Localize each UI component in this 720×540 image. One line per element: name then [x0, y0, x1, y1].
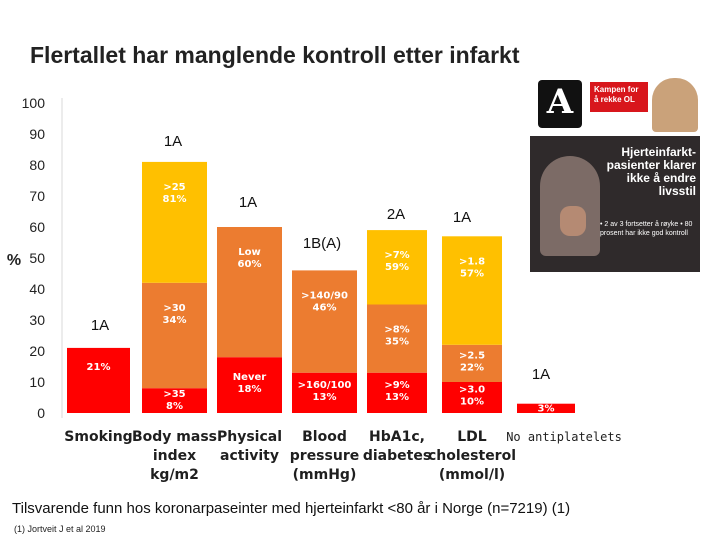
bar-value-label: >8% 35% — [384, 325, 409, 348]
bar-segment — [142, 161, 207, 283]
evidence-level-label: 1A — [164, 133, 182, 150]
y-tick-label: 100 — [22, 95, 46, 111]
newspaper-logo-icon: A — [538, 80, 582, 128]
x-category-label: LDL cholesterol (mmol/l) — [428, 429, 516, 483]
hand-photo — [560, 206, 586, 236]
bar-value-label: >3.0 10% — [459, 385, 485, 408]
bar-segment — [142, 282, 207, 389]
bar-value-label: >7% 59% — [384, 250, 409, 273]
x-category-label: Smoking — [64, 429, 132, 445]
y-axis-label: % — [7, 252, 21, 269]
y-tick-label: 60 — [29, 219, 45, 235]
bar-value-label: >140/90 46% — [301, 290, 348, 313]
footnote: Tilsvarende funn hos koronarpaseinter me… — [12, 500, 571, 517]
x-category-label: Body mass index kg/m2 — [132, 429, 217, 483]
bar-segment — [367, 372, 427, 413]
bar-value-label: 21% — [87, 362, 111, 373]
evidence-level-label: 1A — [453, 209, 471, 226]
newspaper-masthead: A Kampen for å rekke OL — [530, 76, 700, 134]
promo-photo — [652, 78, 698, 132]
newspaper-subheadline: • 2 av 3 fortsetter å røyke • 80 prosent… — [600, 221, 693, 237]
bar-value-label: 3% — [538, 404, 555, 415]
y-tick-label: 40 — [29, 281, 45, 297]
evidence-level-label: 1A — [532, 366, 550, 383]
bar-segment — [217, 357, 282, 413]
bar-segment — [292, 270, 357, 373]
newspaper-front-page: A Kampen for å rekke OL Hjerteinfarkt-pa… — [530, 76, 700, 272]
y-tick-label: 90 — [29, 126, 45, 142]
bar-value-label: >30 34% — [163, 303, 187, 326]
x-category-label: No antiplatelets — [506, 430, 622, 444]
bar-segment — [217, 227, 282, 358]
y-tick-label: 10 — [29, 374, 45, 390]
y-tick-label: 70 — [29, 188, 45, 204]
newspaper-headline: Hjerteinfarkt-pasienter klarer ikke å en… — [606, 145, 696, 198]
bar-segment — [67, 347, 130, 413]
evidence-level-label: 1A — [239, 194, 257, 211]
evidence-level-label: 1B(A) — [303, 235, 341, 252]
bar-value-label: >25 81% — [163, 182, 187, 205]
evidence-level-label: 2A — [387, 206, 405, 223]
newspaper-photo: Hjerteinfarkt-pasienter klarer ikke å en… — [530, 136, 700, 272]
y-tick-label: 30 — [29, 312, 45, 328]
bar-segment — [142, 388, 207, 413]
y-tick-label: 80 — [29, 157, 45, 173]
bar-segment — [367, 304, 427, 373]
bar-value-label: >9% 13% — [384, 380, 409, 403]
y-tick-label: 50 — [29, 250, 45, 266]
x-category-label: HbA1c, diabetes — [363, 429, 431, 464]
y-tick-label: 20 — [29, 343, 45, 359]
bar-segment — [517, 403, 575, 413]
x-category-label: Physical activity — [217, 429, 282, 464]
bar-value-label: >160/100 13% — [298, 380, 352, 403]
bar-segment — [442, 236, 502, 345]
y-tick-label: 0 — [37, 405, 45, 421]
bar-value-label: >1.8 57% — [459, 256, 485, 279]
chart-title: Flertallet har manglende kontroll etter … — [30, 42, 520, 68]
bar-segment — [442, 344, 502, 382]
evidence-level-label: 1A — [91, 317, 109, 334]
bar-value-label: Low 60% — [238, 247, 262, 270]
bar-segment — [367, 230, 427, 305]
newspaper-promo: Kampen for å rekke OL — [590, 82, 648, 112]
bar-value-label: Never 18% — [233, 372, 266, 395]
bar-segment — [292, 372, 357, 413]
bar-value-label: >35 8% — [163, 389, 185, 412]
bar-segment — [442, 382, 502, 413]
bar-value-label: >2.5 22% — [459, 350, 485, 373]
x-category-label: Blood pressure (mmHg) — [290, 429, 359, 483]
reference: (1) Jortveit J et al 2019 — [14, 524, 106, 534]
